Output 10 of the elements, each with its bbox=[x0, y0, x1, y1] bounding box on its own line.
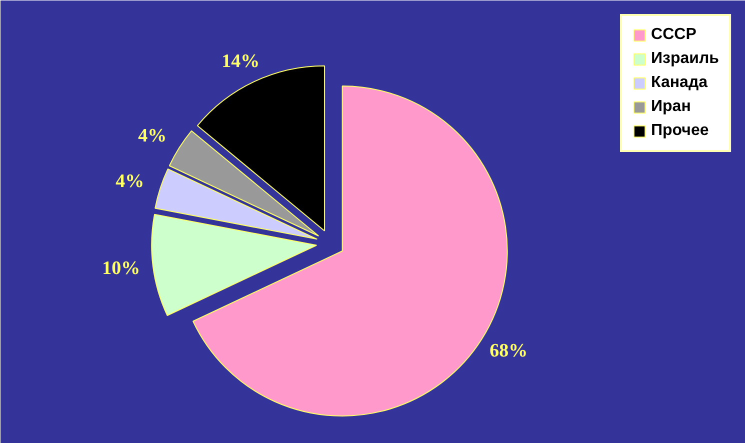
data-label: 4% bbox=[116, 170, 144, 192]
legend-label: СССР bbox=[651, 26, 696, 44]
data-label: 68% bbox=[490, 340, 528, 362]
legend-label: Прочее bbox=[651, 122, 709, 140]
data-label: 4% bbox=[138, 125, 167, 146]
legend-label: Канада bbox=[651, 74, 708, 92]
legend-label: Иран bbox=[651, 98, 691, 116]
data-label: 10% bbox=[102, 258, 140, 280]
legend-label: Израиль bbox=[651, 50, 719, 68]
data-label: 14% bbox=[222, 51, 260, 72]
